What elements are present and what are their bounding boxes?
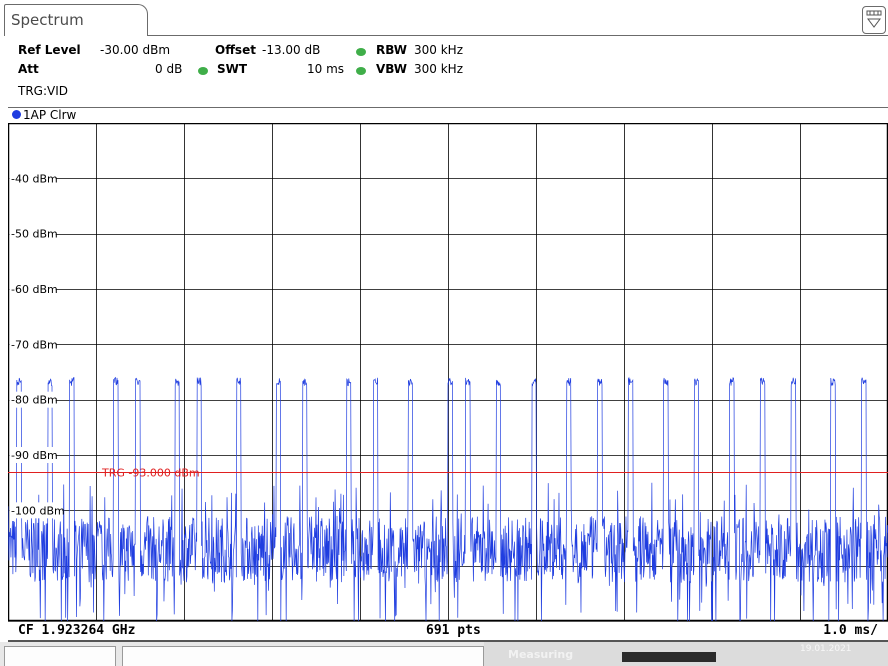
- y-tick-label: -40 dBm: [11, 172, 58, 185]
- menu-icon: [866, 10, 882, 28]
- time-per-division: 1.0 ms/: [823, 623, 878, 638]
- tab-spectrum[interactable]: Spectrum: [4, 4, 148, 36]
- tick-label-background: [9, 391, 56, 408]
- rbw-value: 300 kHz: [414, 43, 463, 57]
- trace-icon: [12, 110, 21, 119]
- sweep-progress-bar: [622, 652, 716, 662]
- trace-label-bar: 1AP Clrw: [8, 107, 888, 122]
- tick-label-background: [9, 281, 56, 297]
- offset-label: Offset: [215, 43, 256, 57]
- swt-label: SWT: [217, 62, 248, 76]
- tick-label-background: [9, 502, 63, 519]
- tick-label-background: [9, 447, 56, 463]
- y-tick-label: -90 dBm: [11, 449, 58, 462]
- spectrum-plot[interactable]: -40 dBm -50 dBm -60 dBm -70 dBm -80 dBm -90 d…: [8, 123, 888, 621]
- status-slot-left: [4, 646, 116, 666]
- y-tick-label: -70 dBm: [11, 338, 58, 351]
- tab-divider: [148, 35, 888, 36]
- trace-label: 1AP Clrw: [23, 108, 77, 122]
- tick-label-background: [9, 336, 56, 353]
- tick-label-background: [9, 170, 56, 187]
- vbw-label: VBW: [376, 62, 408, 76]
- rbw-indicator-icon: [356, 48, 366, 56]
- y-tick-label: -60 dBm: [11, 283, 58, 296]
- measuring-status: Measuring: [508, 648, 574, 661]
- trigger-level-label: TRG -93.000 dBm: [101, 467, 200, 480]
- ref-level-label: Ref Level: [18, 43, 81, 57]
- att-label: Att: [18, 62, 39, 76]
- tick-label-background: [9, 225, 56, 242]
- swt-value: 10 ms: [307, 62, 345, 76]
- measurement-settings: Ref Level -30.00 dBm Offset -13.00 dB RB…: [0, 40, 888, 104]
- rbw-label: RBW: [376, 43, 407, 57]
- y-tick-label: -80 dBm: [11, 394, 58, 407]
- menu-button[interactable]: [862, 6, 886, 34]
- center-frequency: CF 1.923264 GHz: [18, 623, 136, 638]
- ref-level-value: -30.00 dBm: [100, 43, 171, 57]
- y-tick-label: -50 dBm: [11, 228, 58, 241]
- plot-frame: [8, 123, 888, 621]
- status-slot-main: [122, 646, 484, 666]
- swt-indicator-icon: [198, 67, 208, 75]
- status-date: 19.01.2021: [800, 644, 852, 654]
- tab-label: Spectrum: [11, 11, 84, 29]
- vbw-value: 300 kHz: [414, 62, 463, 76]
- offset-value: -13.00 dB: [262, 43, 321, 57]
- trigger-mode: TRG:VID: [18, 84, 68, 98]
- vbw-indicator-icon: [356, 67, 366, 75]
- sweep-points: 691 pts: [426, 623, 481, 638]
- plot-footer: CF 1.923264 GHz 691 pts 1.0 ms/: [8, 621, 888, 642]
- att-value: 0 dB: [155, 62, 183, 76]
- y-tick-label: -100 dBm: [11, 504, 65, 517]
- trace-line: [8, 376, 888, 621]
